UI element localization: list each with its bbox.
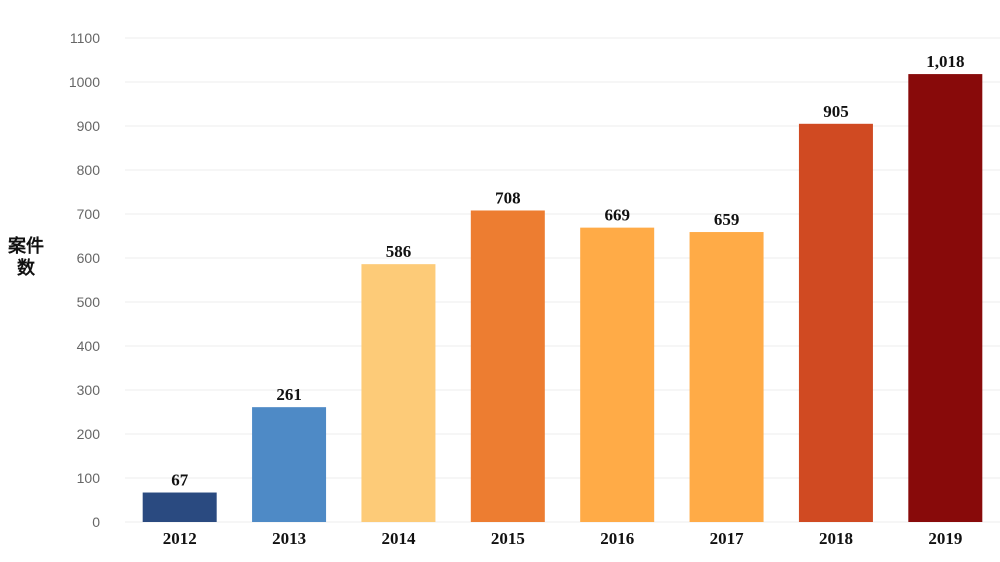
bars bbox=[142, 74, 983, 523]
value-label-2018: 905 bbox=[823, 102, 849, 121]
bar-2013 bbox=[252, 407, 327, 522]
value-label-2016: 669 bbox=[604, 206, 630, 225]
y-axis-ticks: 0 100 200 300 400 500 600 700 800 900 1000 1100 bbox=[69, 30, 100, 530]
x-tick-label-2019: 2019 bbox=[928, 529, 962, 548]
x-tick-label-2013: 2013 bbox=[272, 529, 306, 548]
y-tick-label: 700 bbox=[77, 206, 101, 222]
y-tick-label: 100 bbox=[77, 470, 101, 486]
x-tick-label-2012: 2012 bbox=[163, 529, 197, 548]
y-tick-label: 0 bbox=[92, 514, 100, 530]
value-label-2019: 1,018 bbox=[926, 52, 964, 71]
y-tick-label: 800 bbox=[77, 162, 101, 178]
y-tick-label: 200 bbox=[77, 426, 101, 442]
value-label-2013: 261 bbox=[276, 385, 302, 404]
y-axis-label-text: 案件数 bbox=[8, 236, 44, 279]
value-label-2012: 67 bbox=[171, 471, 189, 490]
x-tick-label-2017: 2017 bbox=[710, 529, 745, 548]
x-tick-label-2015: 2015 bbox=[491, 529, 525, 548]
value-label-2017: 659 bbox=[714, 210, 740, 229]
y-tick-label: 300 bbox=[77, 382, 101, 398]
y-axis-label: 案件数 bbox=[8, 236, 44, 280]
x-tick-label-2016: 2016 bbox=[600, 529, 634, 548]
x-tick-label-2018: 2018 bbox=[819, 529, 853, 548]
bar-2015 bbox=[470, 210, 545, 523]
bar-2014 bbox=[361, 264, 436, 522]
y-tick-label: 1000 bbox=[69, 74, 100, 90]
value-label-2015: 708 bbox=[495, 188, 521, 207]
bar-2016 bbox=[580, 227, 655, 522]
y-tick-label: 1100 bbox=[70, 30, 100, 46]
y-tick-label: 600 bbox=[77, 250, 101, 266]
y-tick-label: 400 bbox=[77, 338, 101, 354]
x-axis-ticks: 2012 2013 2014 2015 2016 2017 2018 2019 bbox=[163, 529, 963, 548]
x-tick-label-2014: 2014 bbox=[381, 529, 416, 548]
value-labels: 67 261 586 708 669 659 905 1,018 bbox=[171, 52, 964, 489]
bar-2012 bbox=[142, 492, 217, 522]
y-tick-label: 900 bbox=[77, 118, 101, 134]
y-tick-label: 500 bbox=[77, 294, 101, 310]
bar-2019 bbox=[908, 74, 983, 522]
bar-2018 bbox=[798, 123, 873, 523]
value-label-2014: 586 bbox=[386, 242, 412, 261]
bar-2017 bbox=[689, 232, 764, 523]
